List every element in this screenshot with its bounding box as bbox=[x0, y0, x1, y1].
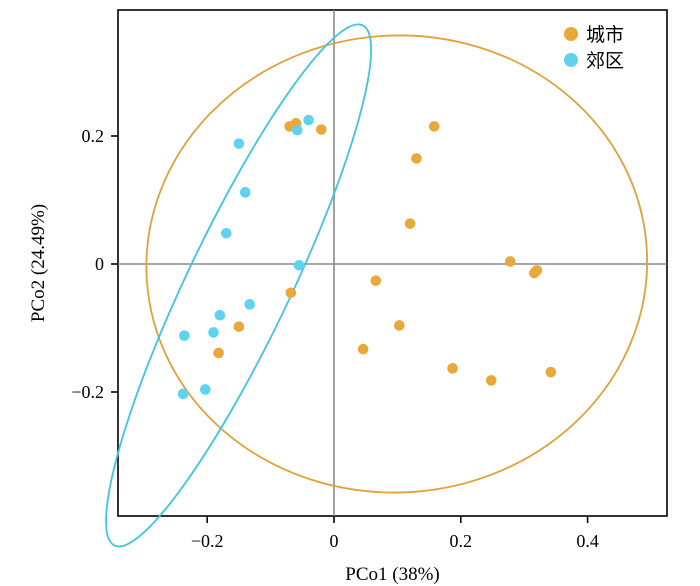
point-series-2-6 bbox=[293, 259, 305, 271]
plot-area bbox=[105, 9, 668, 548]
y-tick-label: 0 bbox=[95, 254, 104, 274]
x-axis: −0.2 0 0.2 0.4 bbox=[191, 516, 599, 551]
y-axis: −0.2 0 0.2 bbox=[71, 126, 118, 402]
ellipse-series-2 bbox=[105, 23, 373, 548]
point-series-2-9 bbox=[208, 327, 219, 338]
plot-frame bbox=[117, 9, 668, 517]
point-series-1-15 bbox=[357, 343, 369, 355]
point-series-1-6 bbox=[404, 218, 416, 229]
point-series-1-11 bbox=[285, 287, 297, 299]
point-series-1-4 bbox=[428, 121, 440, 132]
point-series-1-18 bbox=[545, 366, 557, 378]
y-axis-title: PCo2 (24.49%) bbox=[28, 204, 49, 322]
point-series-1-13 bbox=[213, 347, 224, 359]
y-tick-label: −0.2 bbox=[71, 382, 104, 402]
point-series-2-2 bbox=[291, 124, 303, 136]
point-series-1-10 bbox=[370, 275, 382, 286]
point-series-2-1 bbox=[303, 114, 314, 126]
point-series-2-10 bbox=[179, 330, 190, 341]
x-tick-label: −0.2 bbox=[191, 531, 224, 551]
point-series-2-12 bbox=[177, 388, 189, 400]
x-axis-title: PCo1 (38%) bbox=[345, 564, 439, 585]
point-series-2-5 bbox=[220, 227, 232, 239]
point-series-2-3 bbox=[233, 138, 245, 149]
point-series-1-3 bbox=[316, 124, 327, 135]
ellipse-series-1 bbox=[145, 34, 649, 494]
legend-label-series-1: 城市 bbox=[586, 24, 624, 46]
point-series-1-5 bbox=[411, 153, 422, 164]
x-tick-label: 0.2 bbox=[450, 531, 473, 551]
point-series-1-9 bbox=[529, 267, 540, 279]
point-series-2-4 bbox=[239, 187, 251, 198]
y-tick-label: 0.2 bbox=[82, 126, 105, 146]
point-series-2-11 bbox=[199, 384, 211, 395]
point-series-1-16 bbox=[447, 363, 458, 374]
x-tick-label: 0 bbox=[330, 531, 339, 551]
data-points bbox=[177, 114, 557, 400]
x-tick-label: 0.4 bbox=[576, 531, 599, 551]
point-series-1-7 bbox=[504, 256, 516, 267]
point-series-1-12 bbox=[233, 321, 245, 333]
point-series-1-17 bbox=[485, 375, 497, 386]
legend-marker-series-2 bbox=[564, 53, 578, 67]
point-series-2-7 bbox=[244, 299, 255, 310]
zero-lines bbox=[118, 10, 667, 516]
legend-label-series-2: 郊区 bbox=[586, 50, 624, 72]
legend-marker-series-1 bbox=[564, 27, 578, 41]
confidence-ellipses bbox=[105, 23, 649, 548]
point-series-2-8 bbox=[214, 309, 226, 321]
point-series-1-14 bbox=[394, 320, 405, 331]
